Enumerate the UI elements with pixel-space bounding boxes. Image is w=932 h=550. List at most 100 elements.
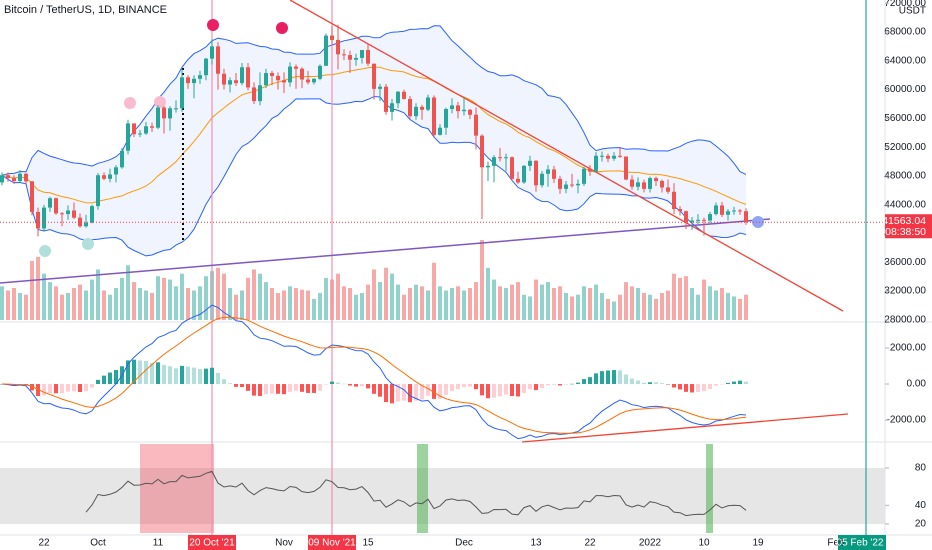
volume-bar (342, 286, 346, 320)
candle-body (402, 91, 406, 99)
candle-body (294, 66, 298, 69)
macd-histogram (288, 384, 292, 392)
volume-bar (684, 276, 688, 320)
candle-body (312, 78, 316, 83)
macd-histogram (366, 384, 370, 389)
x-tick-label: 10 (698, 538, 710, 549)
candle-body (120, 150, 124, 168)
volume-bar (558, 286, 562, 320)
candle-body (132, 123, 136, 135)
y-tick-label: 56000.00 (884, 113, 926, 124)
x-tick-label: 22 (584, 538, 596, 549)
macd-histogram (324, 384, 328, 385)
volume-bar (360, 293, 364, 320)
macd-histogram (186, 366, 190, 385)
volume-bar (150, 293, 154, 320)
macd-histogram (84, 384, 88, 392)
macd-histogram (702, 384, 706, 392)
macd-histogram (312, 384, 316, 393)
volume-bar (252, 269, 256, 320)
volume-bar (492, 279, 496, 320)
y-tick-label: 36000.00 (884, 257, 926, 268)
volume-bar (312, 298, 316, 320)
macd-histogram (282, 384, 286, 395)
macd-histogram (246, 384, 250, 391)
macd-histogram (150, 363, 154, 385)
volume-bar (426, 290, 430, 320)
macd-histogram (696, 384, 700, 393)
y-tick-label: 72000.00 (884, 0, 926, 9)
candle-body (24, 173, 28, 182)
candle-body (540, 173, 544, 186)
candle-body (90, 206, 94, 223)
y-tick-label: 2000.00 (890, 343, 927, 354)
macd-histogram (210, 367, 214, 385)
volume-bar (510, 284, 514, 320)
macd-histogram (528, 384, 532, 390)
macd-histogram (660, 383, 664, 385)
candle-body (192, 78, 196, 84)
macd-histogram (72, 384, 76, 392)
candle-body (630, 179, 634, 187)
volume-bar (180, 273, 184, 320)
candle-body (732, 210, 736, 212)
candle-body (96, 175, 100, 207)
macd-histogram (462, 384, 466, 388)
macd-histogram (138, 360, 142, 385)
volume-bar (678, 277, 682, 320)
candle-body (390, 103, 394, 112)
macd-histogram (348, 384, 352, 386)
macd-histogram (450, 384, 454, 392)
macd-histogram (306, 384, 310, 393)
macd-histogram (492, 384, 496, 398)
volume-bar (42, 273, 46, 320)
candle-body (60, 213, 64, 215)
candle-body (738, 210, 742, 212)
volume-bar (336, 273, 340, 320)
candle-body (324, 35, 328, 66)
macd-histogram (30, 384, 34, 391)
macd-histogram (300, 384, 304, 392)
volume-bar (480, 240, 484, 320)
volume-bar (270, 288, 274, 320)
candle-body (198, 75, 202, 79)
candle-body (444, 109, 448, 128)
currency-label: USDT (899, 6, 926, 17)
volume-bar (552, 288, 556, 320)
macd-histogram (504, 384, 508, 395)
macd-histogram (570, 383, 574, 385)
volume-bar (582, 286, 586, 320)
volume-bar (120, 277, 124, 320)
volume-bar (708, 286, 712, 320)
macd-histogram (144, 361, 148, 385)
candle-body (684, 211, 688, 222)
volume-bar (474, 282, 478, 320)
volume-bar (636, 288, 640, 320)
volume-bar (318, 293, 322, 320)
macd-histogram (420, 384, 424, 400)
candle-body (78, 217, 82, 227)
volume-bar (366, 284, 370, 320)
x-tick-label: 2022 (639, 538, 662, 549)
x-tick-label: Oct (90, 538, 106, 549)
volume-bar (306, 290, 310, 320)
candle-body (372, 63, 376, 89)
macd-histogram (354, 384, 358, 387)
candle-body (564, 184, 568, 189)
candle-body (588, 168, 592, 172)
volume-bar (294, 288, 298, 320)
macd-histogram (576, 382, 580, 385)
macd-histogram (330, 381, 334, 385)
candle-body (672, 191, 676, 210)
candle-body (318, 65, 322, 79)
candle-body (174, 108, 178, 110)
macd-histogram (390, 384, 394, 404)
volume-bar (384, 267, 388, 320)
candle-body (216, 46, 220, 74)
candle-body (102, 175, 106, 179)
signal-dot (39, 245, 51, 257)
x-tick-label: 13 (530, 538, 542, 549)
candle-body (426, 97, 430, 110)
candle-body (12, 178, 16, 181)
